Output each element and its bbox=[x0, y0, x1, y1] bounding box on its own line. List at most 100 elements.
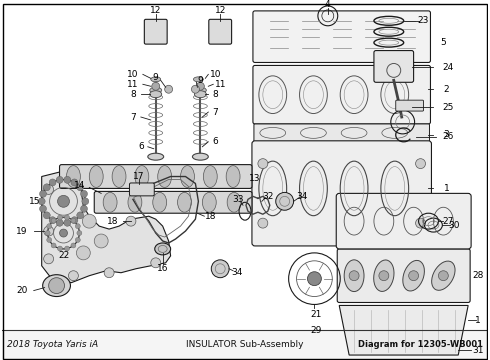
FancyBboxPatch shape bbox=[94, 192, 252, 213]
Text: 23: 23 bbox=[418, 16, 429, 25]
FancyBboxPatch shape bbox=[254, 124, 429, 142]
Circle shape bbox=[51, 243, 56, 248]
FancyBboxPatch shape bbox=[253, 11, 430, 63]
Ellipse shape bbox=[180, 166, 195, 188]
Text: 27: 27 bbox=[442, 217, 454, 226]
Text: 2: 2 bbox=[443, 85, 449, 94]
Ellipse shape bbox=[194, 77, 203, 82]
Text: 7: 7 bbox=[130, 113, 136, 122]
FancyBboxPatch shape bbox=[209, 19, 232, 44]
Circle shape bbox=[77, 230, 82, 235]
FancyBboxPatch shape bbox=[252, 141, 432, 246]
Circle shape bbox=[75, 224, 80, 229]
Text: 33: 33 bbox=[232, 195, 244, 204]
Circle shape bbox=[71, 217, 78, 224]
Ellipse shape bbox=[203, 166, 217, 188]
Text: 34: 34 bbox=[296, 192, 307, 201]
FancyBboxPatch shape bbox=[336, 193, 471, 249]
Ellipse shape bbox=[43, 275, 71, 297]
Ellipse shape bbox=[177, 192, 192, 212]
Text: 15: 15 bbox=[29, 197, 41, 206]
Circle shape bbox=[126, 216, 136, 226]
Circle shape bbox=[49, 179, 56, 186]
Text: Diagram for 12305-WB001: Diagram for 12305-WB001 bbox=[358, 339, 483, 348]
Circle shape bbox=[439, 271, 448, 281]
Circle shape bbox=[43, 184, 50, 191]
Text: 30: 30 bbox=[448, 221, 460, 230]
Text: 4: 4 bbox=[325, 0, 331, 9]
Ellipse shape bbox=[89, 166, 103, 188]
Text: 32: 32 bbox=[262, 192, 273, 201]
Text: 13: 13 bbox=[249, 174, 261, 183]
Text: 8: 8 bbox=[130, 90, 136, 99]
FancyBboxPatch shape bbox=[60, 165, 252, 188]
Text: 31: 31 bbox=[472, 346, 484, 355]
Circle shape bbox=[40, 190, 47, 197]
Circle shape bbox=[57, 195, 70, 207]
Circle shape bbox=[69, 271, 78, 281]
Ellipse shape bbox=[155, 243, 171, 255]
Circle shape bbox=[65, 215, 70, 220]
Ellipse shape bbox=[432, 261, 455, 290]
Text: 25: 25 bbox=[442, 103, 454, 112]
Circle shape bbox=[57, 215, 62, 220]
Circle shape bbox=[71, 243, 76, 248]
Text: 21: 21 bbox=[311, 310, 322, 319]
Circle shape bbox=[77, 212, 84, 219]
Ellipse shape bbox=[403, 260, 424, 291]
Text: 7: 7 bbox=[212, 108, 218, 117]
Circle shape bbox=[196, 82, 204, 90]
Ellipse shape bbox=[103, 192, 117, 212]
Circle shape bbox=[43, 212, 50, 219]
Polygon shape bbox=[339, 305, 468, 355]
Circle shape bbox=[349, 271, 359, 281]
Circle shape bbox=[60, 229, 68, 237]
Circle shape bbox=[75, 238, 80, 242]
Circle shape bbox=[49, 217, 56, 224]
Text: 18: 18 bbox=[107, 217, 119, 226]
Circle shape bbox=[71, 179, 78, 186]
Circle shape bbox=[44, 254, 53, 264]
Text: 18: 18 bbox=[204, 212, 216, 221]
Text: 16: 16 bbox=[157, 264, 169, 273]
FancyBboxPatch shape bbox=[129, 183, 154, 196]
Circle shape bbox=[56, 176, 63, 183]
Ellipse shape bbox=[153, 192, 167, 212]
Text: 5: 5 bbox=[441, 38, 446, 47]
Circle shape bbox=[104, 268, 114, 278]
Text: 12: 12 bbox=[215, 6, 226, 15]
Text: 1: 1 bbox=[475, 316, 481, 325]
Ellipse shape bbox=[128, 192, 142, 212]
Circle shape bbox=[416, 159, 425, 168]
Text: 10: 10 bbox=[127, 70, 139, 79]
Text: 1: 1 bbox=[443, 184, 449, 193]
Ellipse shape bbox=[202, 192, 216, 212]
Polygon shape bbox=[42, 172, 171, 283]
Circle shape bbox=[82, 198, 89, 205]
Ellipse shape bbox=[374, 260, 394, 292]
Circle shape bbox=[276, 192, 294, 210]
Circle shape bbox=[49, 278, 65, 293]
Text: 9: 9 bbox=[153, 73, 159, 82]
Text: 6: 6 bbox=[138, 142, 144, 151]
Text: 6: 6 bbox=[212, 137, 218, 146]
Circle shape bbox=[211, 260, 229, 278]
Text: 11: 11 bbox=[215, 80, 226, 89]
Ellipse shape bbox=[150, 87, 162, 93]
Circle shape bbox=[45, 230, 50, 235]
Text: 3: 3 bbox=[443, 130, 449, 139]
Ellipse shape bbox=[158, 166, 172, 188]
Text: 19: 19 bbox=[16, 226, 27, 235]
FancyBboxPatch shape bbox=[2, 330, 488, 360]
Circle shape bbox=[80, 205, 88, 212]
Text: 22: 22 bbox=[58, 251, 69, 260]
Text: 20: 20 bbox=[16, 286, 27, 295]
Ellipse shape bbox=[344, 260, 364, 292]
Circle shape bbox=[308, 272, 321, 285]
Text: 2018 Toyota Yaris iA: 2018 Toyota Yaris iA bbox=[7, 339, 98, 348]
Text: 28: 28 bbox=[472, 271, 484, 280]
Ellipse shape bbox=[112, 166, 126, 188]
FancyBboxPatch shape bbox=[374, 50, 414, 82]
Text: 34: 34 bbox=[231, 268, 243, 277]
Circle shape bbox=[40, 205, 47, 212]
